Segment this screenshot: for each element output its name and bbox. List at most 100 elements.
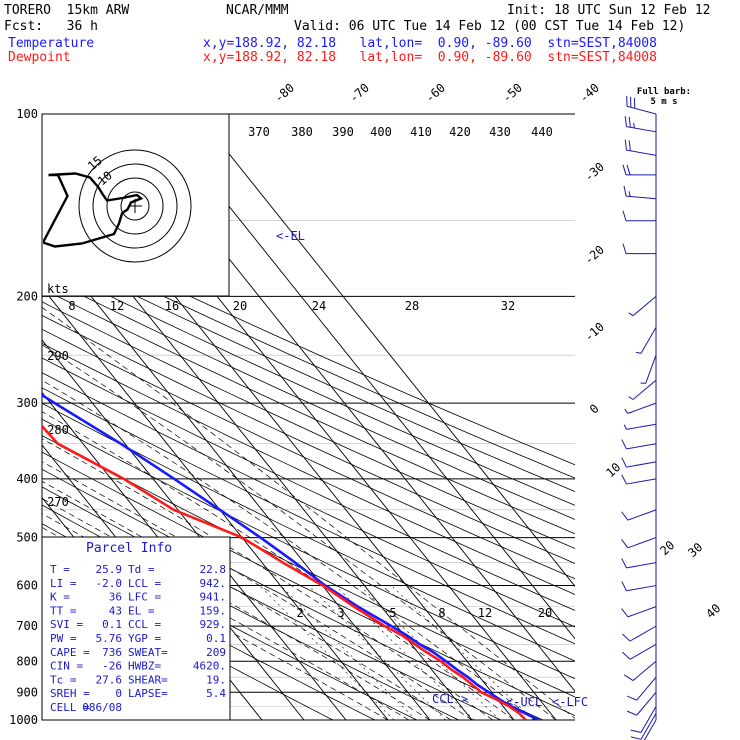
wind-barb-staff — [629, 643, 657, 660]
wind-barb-flag — [622, 164, 627, 175]
wind-barb-flag — [628, 396, 634, 400]
mixing-ratio-label: 8 — [438, 606, 445, 620]
wind-barb — [626, 691, 657, 716]
pressure-tick-label: 300 — [16, 396, 38, 410]
hodograph-ring — [106, 177, 164, 235]
dry-adiabat — [42, 315, 575, 564]
wind-barb — [624, 116, 657, 133]
isotherm-label: 30 — [685, 540, 705, 560]
wind-barb-flag — [633, 122, 635, 129]
wind-barb-flag — [630, 736, 642, 740]
moist-adiabat — [42, 379, 536, 720]
isotherm-label: 40 — [703, 601, 723, 621]
wind-barb-flag — [621, 581, 627, 591]
mixing-ratio-label: 12 — [478, 606, 492, 620]
wind-barb-flag — [624, 139, 627, 151]
wind-barb-staff — [626, 195, 657, 200]
parcel-key: LAPSE= — [128, 687, 168, 700]
speed-tick-label: 8 — [68, 299, 75, 313]
wind-barb-flag — [628, 116, 631, 128]
wind-barb — [621, 474, 657, 485]
wind-barb-flag — [628, 140, 631, 151]
parcel-value: 25.9 — [96, 563, 123, 576]
parcel-info-title: Parcel Info — [86, 541, 172, 556]
wind-barb-staff — [626, 562, 657, 569]
wind-barb-staff — [640, 327, 657, 354]
wind-barb — [622, 625, 657, 642]
wind-barb-flag — [630, 729, 642, 733]
theta-side-label: 270 — [47, 495, 69, 509]
speed-tick-label: 12 — [110, 299, 124, 313]
dry-adiabat — [42, 451, 575, 717]
parcel-key: LCL = — [128, 577, 161, 590]
parcel-value: 736 — [102, 646, 122, 659]
wind-barb — [623, 423, 657, 430]
hodograph-ring — [78, 149, 192, 263]
wind-barb-flag — [623, 185, 627, 197]
dry-adiabat — [42, 225, 575, 466]
parcel-key: LI = — [50, 577, 77, 590]
isotherm-line — [42, 234, 431, 720]
pressure-tick-label: 900 — [16, 685, 38, 699]
parcel-key: K = — [50, 591, 70, 604]
wind-barb-flag — [621, 439, 627, 450]
wind-barb — [643, 719, 657, 740]
mixing-ratio-line — [280, 585, 417, 720]
speed-tick-label: 24 — [312, 299, 326, 313]
dry-adiabat — [42, 328, 575, 580]
wind-barb-flag — [622, 210, 627, 221]
parcel-key: CCL = — [128, 618, 161, 631]
dry-adiabat — [42, 357, 575, 611]
wind-barb-staff — [626, 126, 657, 133]
hodograph-plot — [43, 172, 144, 248]
wind-barb — [621, 439, 657, 450]
pressure-tick-label: 200 — [16, 289, 38, 303]
wind-barb-flag — [624, 674, 634, 681]
parcel-key: HWBZ= — [128, 660, 161, 673]
theta-side-label: 280 — [47, 423, 69, 437]
wind-barb-flag — [623, 424, 627, 430]
wind-barb-flag — [621, 457, 627, 468]
hodograph-ring — [120, 191, 150, 221]
wind-barb-staff — [626, 149, 657, 156]
parcel-key: SREH = — [50, 687, 90, 700]
speed-tick-label: 28 — [405, 299, 419, 313]
init-time: Init: 18 UTC Sun 12 Feb 12 — [507, 3, 711, 18]
wind-barb-flag — [621, 558, 627, 569]
wind-barb-flag — [621, 539, 629, 549]
wind-barb — [624, 660, 657, 681]
parcel-value: 0.1 — [206, 632, 226, 645]
parcel-key: CAPE = — [50, 646, 90, 659]
wind-barb — [621, 606, 657, 618]
isotherm-line — [42, 339, 347, 720]
hodograph-units: kts — [47, 282, 69, 296]
wind-barb — [628, 379, 657, 400]
wind-barb — [626, 676, 657, 701]
isotherm-label: 0 — [587, 401, 602, 416]
wind-barb-staff — [640, 706, 657, 733]
wind-barb-flag — [624, 408, 629, 414]
pressure-tick-label: 700 — [16, 619, 38, 633]
parcel-key: TT = — [50, 604, 77, 617]
wind-barb-flag — [624, 116, 627, 127]
parcel-key: SWEAT= — [128, 646, 168, 659]
wind-barb-flag — [621, 474, 627, 485]
parcel-value: 0.1 — [102, 618, 122, 631]
wind-barb — [630, 713, 657, 740]
ucl-marker: <-UCL — [506, 695, 542, 709]
dry-adiabat — [42, 342, 575, 595]
parcel-value: 5.4 — [206, 687, 226, 700]
pressure-tick-label: 800 — [16, 654, 38, 668]
dry-adiabat — [42, 387, 575, 645]
profile-line-dewpoint — [42, 424, 527, 720]
isotherm-line — [154, 114, 575, 640]
parcel-key: Td = — [128, 563, 155, 576]
wind-barb — [628, 296, 657, 317]
wind-barb — [622, 643, 657, 660]
wind-barb-flag — [626, 710, 637, 716]
wind-barb-flag — [622, 243, 627, 254]
theta-label: 410 — [410, 125, 432, 139]
model-label: TORERO 15km ARW — [4, 3, 130, 18]
pressure-tick-label: 400 — [16, 472, 38, 486]
mixing-ratio-label: 20 — [538, 606, 552, 620]
